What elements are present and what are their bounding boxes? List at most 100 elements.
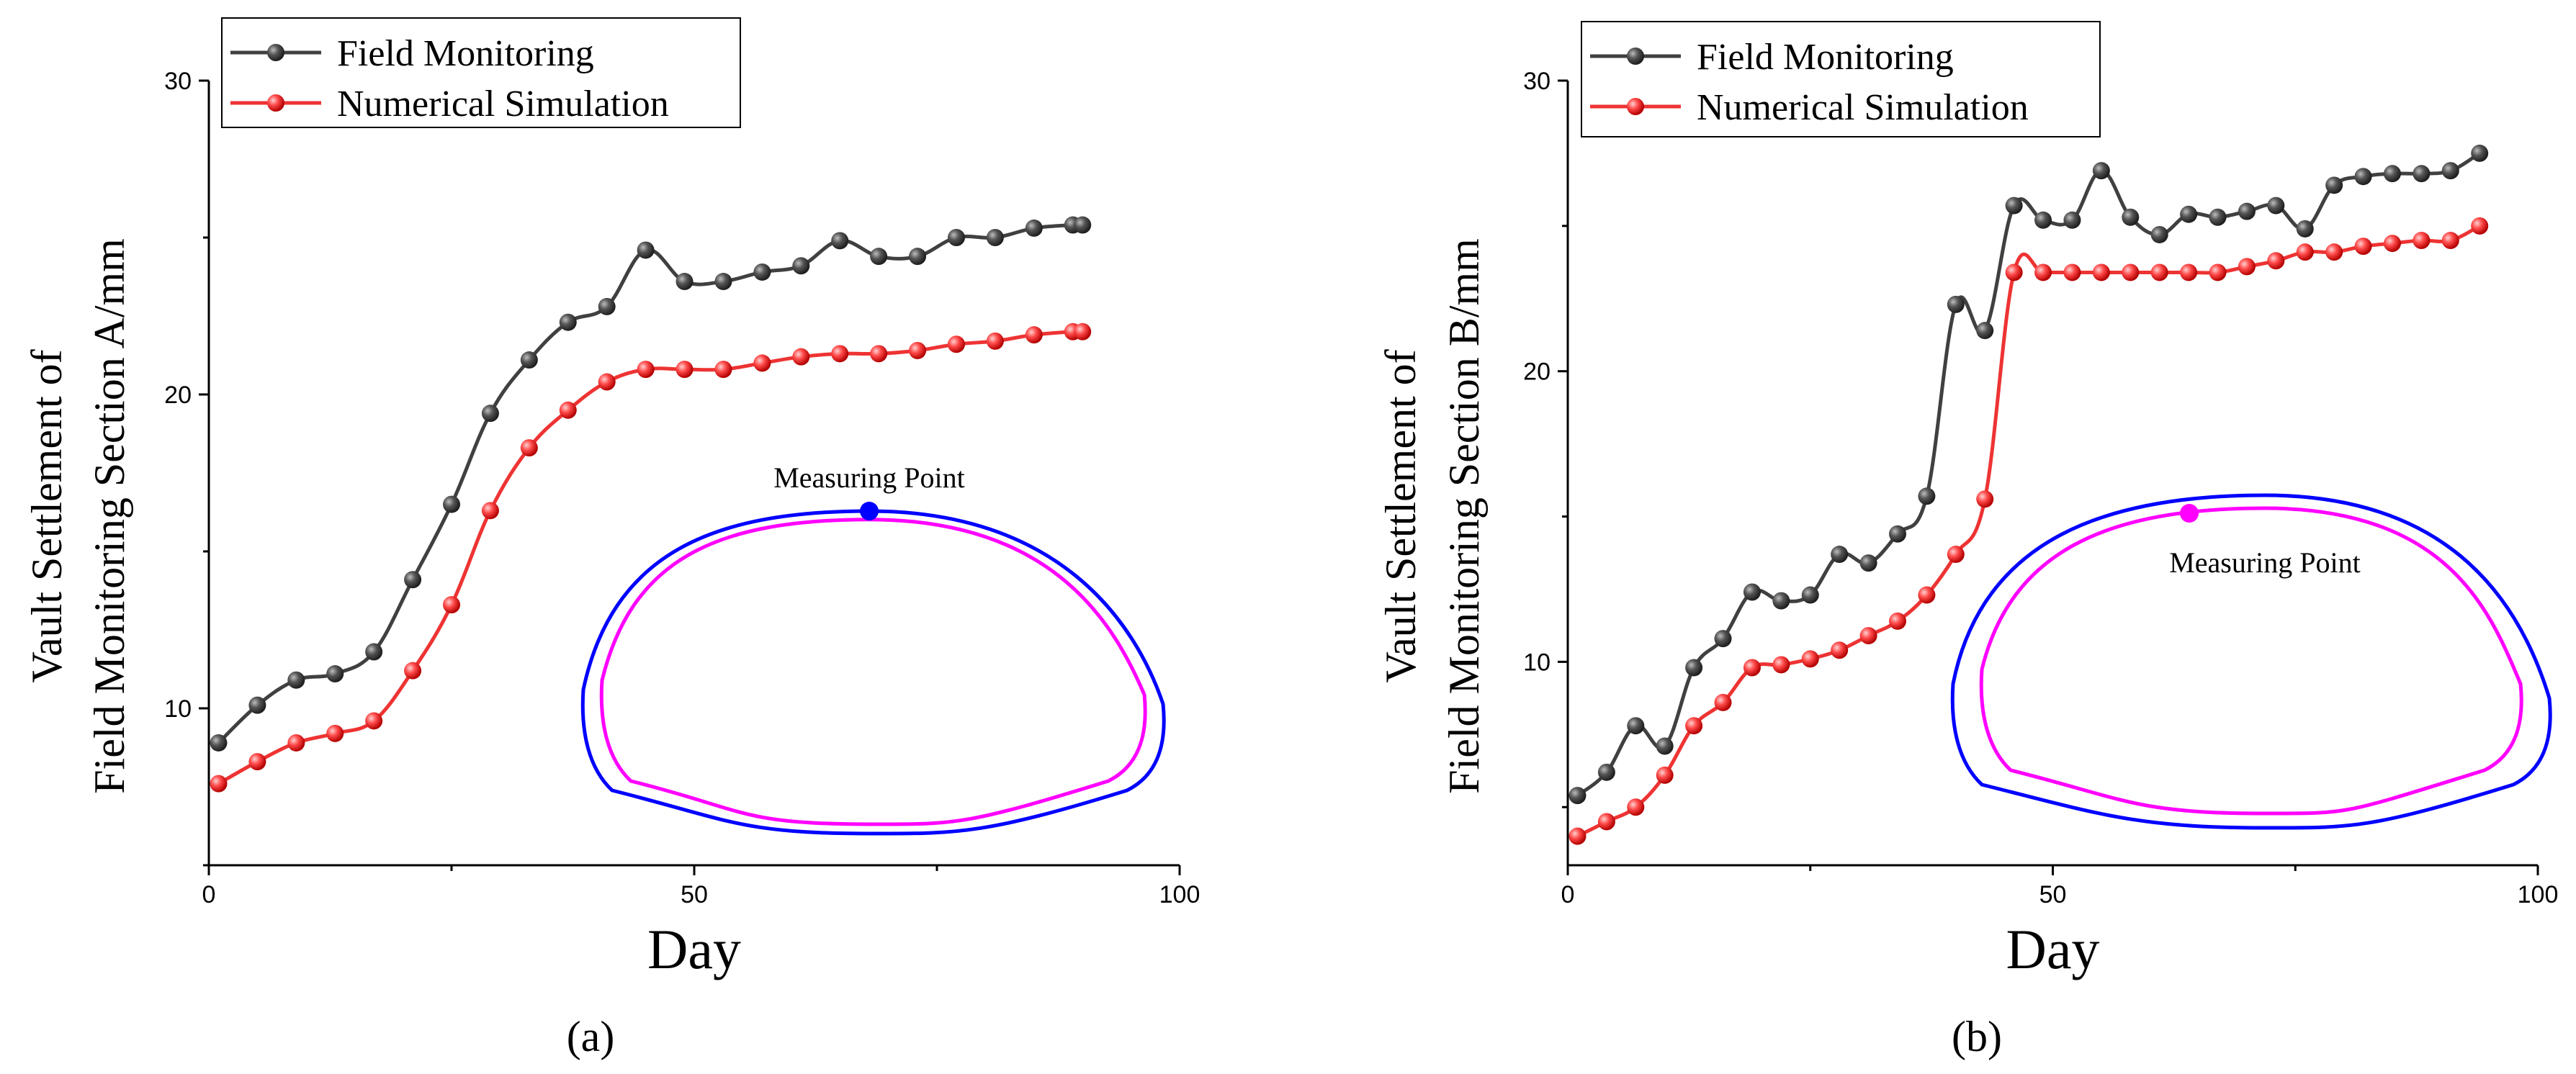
legend-label: Field Monitoring [1697, 37, 1954, 78]
data-point [986, 332, 1004, 350]
chart-panel-b: 0 50 100 10 20 30 Day Vault Settlement of Field … [1377, 21, 2559, 1060]
data-point [1685, 717, 1703, 735]
x-tick-label: 50 [2039, 881, 2067, 908]
data-point [2092, 162, 2110, 180]
data-point [909, 341, 927, 359]
data-point [714, 361, 732, 379]
data-point [947, 335, 965, 353]
data-point [2296, 243, 2314, 261]
data-point [2441, 162, 2459, 180]
data-point [2063, 211, 2081, 229]
y-tick-label: 10 [164, 695, 192, 723]
data-point [481, 502, 499, 520]
data-point [1627, 717, 1645, 735]
data-point [2296, 220, 2314, 238]
y-tick-label: 30 [164, 68, 192, 95]
data-point [365, 643, 383, 661]
inset-outer-contour [580, 509, 1166, 836]
data-point [443, 596, 460, 614]
data-point [2180, 205, 2198, 223]
data-point [2005, 263, 2023, 281]
data-point [870, 248, 888, 266]
data-point [2063, 263, 2081, 281]
data-point [831, 232, 849, 250]
data-point [947, 229, 965, 246]
data-point [2413, 165, 2431, 183]
data-point [637, 241, 655, 259]
data-point [2383, 235, 2401, 253]
y-axis-title-line2: Field Monitoring Section A/mm [86, 238, 133, 794]
data-point [210, 775, 228, 793]
data-point [1074, 322, 1092, 340]
data-point [1918, 586, 1936, 604]
y-tick-label: 20 [1523, 358, 1550, 386]
data-point [1801, 586, 1819, 604]
data-point [2441, 232, 2459, 250]
data-point [1831, 546, 1849, 564]
x-tick-label: 100 [1159, 881, 1201, 908]
data-point [1656, 766, 1674, 784]
data-point [210, 734, 228, 752]
data-point [831, 345, 849, 363]
data-point [1947, 546, 1965, 564]
measuring-point-marker [2180, 504, 2199, 523]
data-point [248, 696, 266, 714]
data-point [248, 753, 266, 771]
y-axis-title-line2: Field Monitoring Section B/mm [1440, 238, 1488, 794]
data-point [287, 671, 305, 689]
data-point [2354, 168, 2372, 186]
data-point [404, 662, 422, 680]
data-point [2325, 176, 2343, 194]
data-point [2209, 208, 2227, 226]
data-point [753, 354, 771, 372]
data-point [326, 724, 344, 742]
data-point [1976, 322, 1994, 340]
data-point [792, 257, 810, 275]
panel-label: (b) [1952, 1013, 2002, 1060]
data-point [637, 361, 655, 379]
panel-label: (a) [567, 1013, 615, 1060]
data-point [1859, 627, 1877, 645]
data-point [1743, 659, 1761, 677]
chart-panel-a: 0 50 100 10 20 30 Day Vault Settlement of Field … [23, 17, 1201, 1060]
data-point [909, 248, 927, 266]
data-point [1831, 641, 1849, 659]
data-point [1627, 798, 1645, 816]
data-point [676, 361, 694, 379]
data-point [1918, 487, 1936, 505]
data-point [326, 665, 344, 683]
measuring-point-marker [860, 502, 879, 520]
data-point [598, 373, 616, 391]
x-tick-label: 0 [1561, 881, 1575, 908]
y-axis-title-line1: Vault Settlement of [23, 349, 71, 682]
x-axis-title: Day [647, 918, 741, 980]
legend-box [221, 17, 741, 128]
x-tick-label: 100 [2518, 881, 2559, 908]
data-point [2383, 165, 2401, 183]
data-point [2471, 217, 2489, 235]
data-point [2122, 263, 2140, 281]
series-line-numerical-simulation [217, 329, 1083, 785]
data-point [2209, 263, 2227, 281]
data-point [2267, 197, 2285, 215]
data-point [792, 348, 810, 366]
data-point [365, 712, 383, 730]
data-point [1074, 216, 1092, 234]
y-tick-label: 10 [1523, 649, 1550, 676]
data-point [1772, 592, 1790, 610]
data-point [1714, 693, 1732, 711]
data-point [520, 439, 538, 457]
legend-label: Field Monitoring [337, 33, 594, 74]
data-point [2150, 263, 2168, 281]
data-point [287, 734, 305, 752]
data-point [1685, 659, 1703, 677]
inset-inner-contour [599, 518, 1147, 826]
data-point [2325, 243, 2343, 261]
data-point [1772, 656, 1790, 674]
legend-swatch-marker [267, 44, 284, 61]
data-point [2413, 232, 2431, 250]
data-point [1743, 583, 1761, 601]
data-point [2267, 252, 2285, 270]
legend-swatch-marker [1627, 98, 1644, 115]
